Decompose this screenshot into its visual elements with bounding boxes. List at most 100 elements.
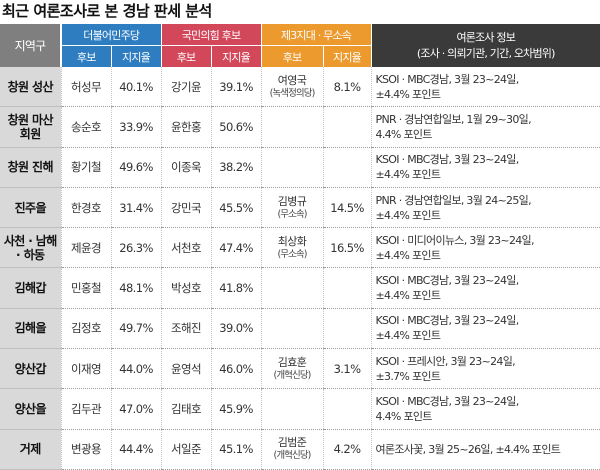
ind-candidate-party: (녹색정의당): [269, 87, 316, 99]
survey-info-line1: KSOI · 미디어이뉴스, 3월 23~24일,: [375, 233, 535, 247]
ppp-support: 46.0%: [210, 348, 262, 390]
survey-info-line2: ±4.4% 포인트: [375, 289, 441, 303]
ind-candidate: [260, 388, 324, 430]
table-row: 창원 진해 황기철 49.6% 이종욱 38.2% KSOI · MBC경남, …: [0, 147, 600, 188]
survey-info-line2: ±4.4% 포인트: [375, 87, 441, 101]
survey-info-line2: 4.4% 포인트: [375, 410, 433, 424]
ind-candidate-name: 김효훈: [277, 355, 307, 369]
header-survey-info-title: 여론조사 정보: [456, 30, 516, 44]
ind-candidate-party: (개혁신당): [273, 369, 312, 381]
table-row: 양산갑 이재영 44.0% 윤영석 46.0% 김효훈 (개혁신당) 3.1% K…: [0, 348, 600, 390]
ppp-support: 45.9%: [210, 388, 262, 430]
ind-candidate-name: 김범준: [277, 436, 307, 450]
survey-info: KSOI · MBC경남, 3월 23~24일, ±4.4% 포인트: [370, 267, 600, 309]
ind-candidate-party: (개혁신당): [273, 450, 312, 462]
region-line1: 창원 마산: [7, 112, 54, 127]
ppp-candidate: 강민국: [160, 187, 212, 229]
header-dem-support: 지지율: [111, 45, 162, 67]
dem-candidate: 제윤경: [60, 227, 111, 269]
table-header: 지역구 더불어민주당 국민의힘 후보 제3지대 · 무소속 여론조사 정보 (조…: [0, 24, 600, 67]
dem-candidate: 김두관: [60, 388, 111, 430]
survey-info-line1: PNR · 경남연합일보, 3월 24~25일,: [375, 193, 532, 207]
header-ppp-candidate: 후보: [161, 45, 212, 67]
dem-support: 49.7%: [110, 308, 162, 350]
dem-support: 26.3%: [110, 227, 162, 269]
ind-support: [322, 388, 372, 430]
dem-candidate: 민홍철: [60, 267, 111, 309]
survey-info: KSOI · MBC경남, 3월 23~24일, ±4.4% 포인트: [370, 308, 600, 350]
ppp-support: 38.2%: [210, 147, 262, 188]
ind-candidate: 김병규 (무소속): [260, 187, 324, 229]
dem-support: 49.6%: [110, 147, 162, 188]
table-row: 거제 변광용 44.4% 서일준 45.1% 김범준 (개혁신당) 4.2% 여론…: [0, 429, 600, 470]
ind-support: 3.1%: [322, 348, 372, 390]
ind-candidate: 김범준 (개혁신당): [260, 429, 324, 470]
header-survey-info: 여론조사 정보 (조사 · 의뢰기관, 기간, 오차범위): [371, 24, 600, 67]
ppp-candidate: 강기윤: [160, 67, 212, 108]
ppp-candidate: 윤영석: [160, 348, 212, 390]
region-cell: 양산을: [0, 388, 61, 430]
ppp-support: 50.6%: [210, 106, 262, 148]
region-cell: 사천 · 남해 · 하동: [0, 227, 61, 269]
ind-candidate: [260, 308, 324, 350]
region-line2: · 하동: [16, 247, 45, 262]
ind-candidate: 최상화 (무소속): [260, 227, 324, 269]
table-row: 창원 마산 회원 송순호 33.9% 윤한홍 50.6% PNR · 경남연합일보…: [0, 106, 600, 148]
table-row: 진주을 한경호 31.4% 강민국 45.5% 김병규 (무소속) 14.5% P…: [0, 187, 600, 229]
survey-info-line1: KSOI · MBC경남, 3월 23~24일,: [375, 274, 520, 288]
ppp-candidate: 윤한홍: [160, 106, 212, 148]
header-ind-support: 지지율: [323, 45, 372, 67]
survey-info-line2: ±4.4% 포인트: [375, 329, 441, 343]
ind-candidate: [260, 147, 324, 188]
region-cell: 김해을: [0, 308, 61, 350]
dem-candidate: 허성무: [60, 67, 111, 108]
region-cell: 창원 마산 회원: [0, 106, 61, 148]
dem-support: 44.4%: [110, 429, 162, 470]
survey-info: KSOI · MBC경남, 3월 23~24일, ±4.4% 포인트: [370, 67, 600, 108]
dem-candidate: 변광용: [60, 429, 111, 470]
table-row: 김해을 김정호 49.7% 조해진 39.0% KSOI · MBC경남, 3월…: [0, 308, 600, 350]
header-region: 지역구: [0, 24, 62, 67]
dem-support: 31.4%: [110, 187, 162, 229]
dem-candidate: 송순호: [60, 106, 111, 148]
ind-candidate-party: (무소속): [277, 248, 307, 260]
survey-table: 지역구 더불어민주당 국민의힘 후보 제3지대 · 무소속 여론조사 정보 (조…: [0, 24, 600, 470]
header-people-power-party: 국민의힘 후보: [161, 24, 262, 46]
survey-info-line1: PNR · 경남연합일보, 1월 29~30일,: [375, 112, 532, 126]
dem-candidate: 김정호: [60, 308, 111, 350]
ppp-candidate: 조해진: [160, 308, 212, 350]
ind-support: 4.2%: [322, 429, 372, 470]
ind-support: 8.1%: [322, 67, 372, 108]
survey-info-line2: ±4.4% 포인트: [375, 168, 441, 182]
ind-candidate: 여영국 (녹색정의당): [260, 67, 324, 108]
ppp-support: 47.4%: [210, 227, 262, 269]
region-cell: 양산갑: [0, 348, 61, 390]
region-cell: 창원 성산: [0, 67, 61, 108]
ind-candidate-party: (무소속): [277, 208, 307, 220]
survey-info-line1: KSOI · MBC경남, 3월 23~24일,: [375, 314, 520, 328]
survey-info: KSOI · MBC경남, 3월 23~24일, 4.4% 포인트: [370, 388, 600, 430]
survey-info-line2: ±3.7% 포인트: [375, 369, 441, 383]
survey-info: PNR · 경남연합일보, 1월 29~30일, 4.4% 포인트: [370, 106, 600, 148]
survey-info-line2: ±4.4% 포인트: [375, 248, 441, 262]
ind-support: [322, 147, 372, 188]
dem-support: 40.1%: [110, 67, 162, 108]
region-cell: 진주을: [0, 187, 61, 229]
header-third-independent: 제3지대 · 무소속: [261, 24, 372, 46]
survey-info-line1: KSOI · MBC경남, 3월 23~24일,: [375, 395, 520, 409]
ind-support: 16.5%: [322, 227, 372, 269]
ppp-candidate: 김태호: [160, 388, 212, 430]
ind-support: [322, 267, 372, 309]
dem-candidate: 황기철: [60, 147, 111, 188]
header-democratic-party: 더불어민주당: [61, 24, 162, 46]
ind-support: [322, 106, 372, 148]
region-line2: 회원: [19, 126, 41, 141]
ind-candidate: [260, 267, 324, 309]
survey-info-line1: KSOI · MBC경남, 3월 23~24일,: [375, 72, 520, 86]
table-row: 양산을 김두관 47.0% 김태호 45.9% KSOI · MBC경남, 3월…: [0, 388, 600, 430]
survey-info-line2: ±4.4% 포인트: [375, 208, 441, 222]
region-cell: 김해갑: [0, 267, 61, 309]
table-row: 창원 성산 허성무 40.1% 강기윤 39.1% 여영국 (녹색정의당) 8.1…: [0, 67, 600, 108]
ind-candidate: 김효훈 (개혁신당): [260, 348, 324, 390]
